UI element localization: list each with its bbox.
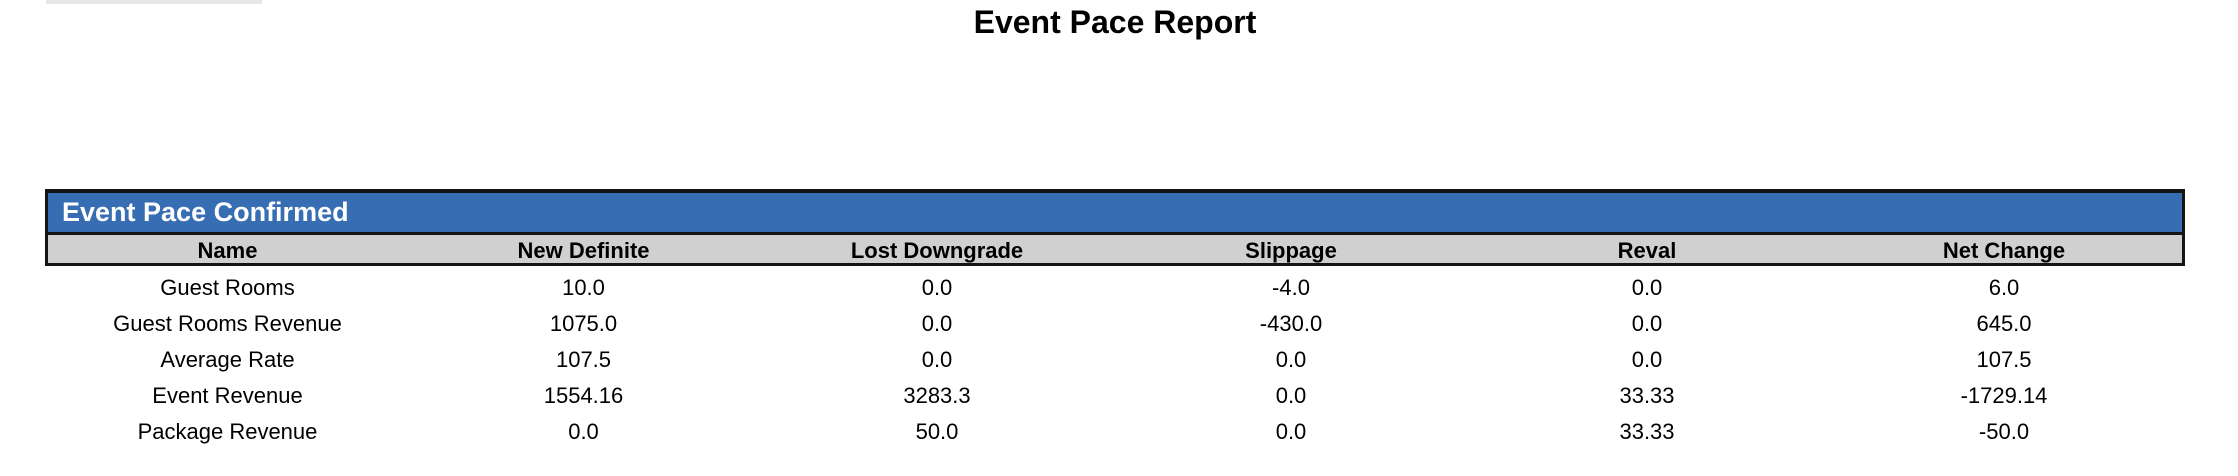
table-body: Guest Rooms 10.0 0.0 -4.0 0.0 6.0 Guest … [45,270,2185,450]
column-header-net-change: Net Change [1942,238,2066,263]
cell-net-change: 107.5 [1976,347,2032,372]
cell-lost-downgrade: 50.0 [915,419,959,444]
page-title: Event Pace Report [973,4,1257,40]
column-header-reval: Reval [1617,238,1677,263]
section-title: Event Pace Confirmed [48,193,2182,232]
table-row: Guest Rooms 10.0 0.0 -4.0 0.0 6.0 [48,270,2182,306]
table-header-block: Event Pace Confirmed Name New Definite L… [45,189,2185,266]
cell-slippage: 0.0 [1275,347,1307,372]
cell-new-definite: 0.0 [568,419,599,444]
cell-name: Average Rate [160,347,295,372]
table-row: Event Revenue 1554.16 3283.3 0.0 33.33 -… [48,378,2182,414]
event-pace-confirmed-table: Event Pace Confirmed Name New Definite L… [45,189,2185,450]
cell-reval: 0.0 [1631,311,1663,336]
cell-name: Event Revenue [152,383,303,408]
cell-new-definite: 1554.16 [543,383,624,408]
cell-lost-downgrade: 0.0 [921,311,953,336]
cell-net-change: 645.0 [1976,311,2032,336]
cell-reval: 33.33 [1619,383,1675,408]
cell-reval: 0.0 [1631,347,1663,372]
cell-lost-downgrade: 0.0 [921,347,953,372]
column-header-lost-downgrade: Lost Downgrade [850,238,1024,263]
column-header-slippage: Slippage [1245,238,1337,263]
cell-net-change: 6.0 [1988,275,2020,300]
cell-new-definite: 10.0 [562,275,605,300]
cell-reval: 0.0 [1631,275,1663,300]
cell-lost-downgrade: 0.0 [921,275,953,300]
cell-new-definite: 1075.0 [549,311,618,336]
column-header-name: Name [197,238,258,263]
cell-slippage: -4.0 [1272,275,1310,300]
cell-slippage: 0.0 [1275,419,1307,444]
cell-slippage: 0.0 [1275,383,1307,408]
column-header-new-definite: New Definite [517,238,650,263]
cell-name: Package Revenue [137,419,318,444]
table-row: Average Rate 107.5 0.0 0.0 0.0 107.5 [48,342,2182,378]
scrolled-content-fragment [46,0,262,4]
cell-net-change: -1729.14 [1960,383,2048,408]
column-header-row: Name New Definite Lost Downgrade Slippag… [48,232,2182,263]
cell-name: Guest Rooms [160,275,295,300]
cell-lost-downgrade: 3283.3 [903,383,971,408]
cell-reval: 33.33 [1619,419,1675,444]
cell-new-definite: 107.5 [555,347,612,372]
cell-net-change: -50.0 [1978,419,2030,444]
cell-name: Guest Rooms Revenue [113,311,342,336]
cell-slippage: -430.0 [1259,311,1323,336]
table-row: Package Revenue 0.0 50.0 0.0 33.33 -50.0 [48,414,2182,450]
table-row: Guest Rooms Revenue 1075.0 0.0 -430.0 0.… [48,306,2182,342]
